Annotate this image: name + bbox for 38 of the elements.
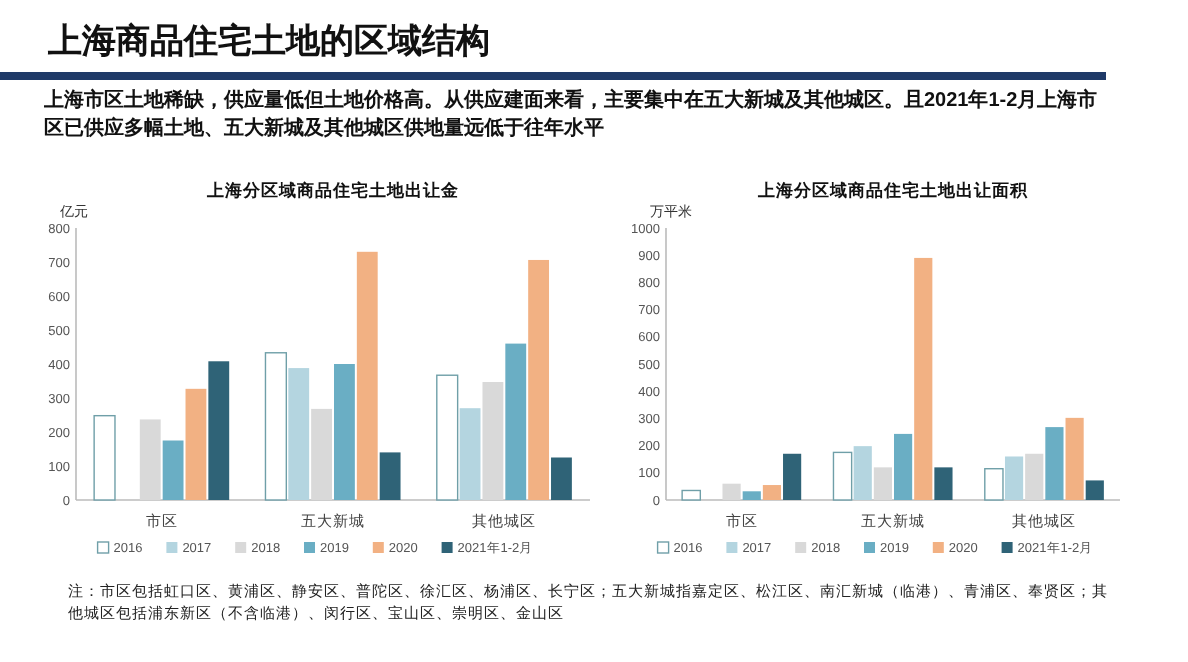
bar (139, 419, 161, 500)
chart-title: 上海分区域商品住宅土地出让金 (205, 180, 461, 200)
chart-title: 上海分区域商品住宅土地出让面积 (756, 180, 1030, 200)
bar (334, 364, 355, 500)
bar (894, 433, 913, 500)
bar (681, 489, 702, 501)
bar (984, 468, 1004, 501)
bar (459, 408, 481, 500)
bar (914, 257, 933, 500)
bar (742, 491, 761, 500)
text: 上海商品住宅土地的区域结构 (46, 22, 490, 60)
bar (505, 343, 527, 500)
bar (1045, 427, 1064, 500)
bar (162, 440, 184, 500)
bar (185, 388, 207, 500)
bar (1025, 453, 1044, 500)
text: 上海市区土地稀缺，供应量低但土地价格高。从供应建面来看，主要集中在五大新城及其他城区。且2021年1-2月上海市区已供应多幅土地、五大新城及其他城区供地量远低于往年水平 (44, 88, 1100, 144)
bar (379, 452, 401, 500)
bar (873, 467, 892, 500)
bar (934, 467, 953, 500)
bar (1004, 456, 1024, 500)
bar (783, 453, 802, 500)
bar (356, 251, 378, 500)
bar (436, 374, 459, 501)
bar (722, 483, 741, 500)
bar (288, 368, 310, 500)
bar (832, 451, 853, 501)
bar (1085, 480, 1104, 500)
bar (551, 457, 572, 500)
bar (1065, 417, 1084, 500)
bar (311, 408, 332, 500)
bar (482, 382, 504, 500)
bar (264, 352, 288, 501)
bar (208, 361, 230, 500)
bar (528, 259, 550, 500)
bar (762, 485, 782, 500)
bar (93, 414, 116, 501)
bar (853, 446, 872, 500)
